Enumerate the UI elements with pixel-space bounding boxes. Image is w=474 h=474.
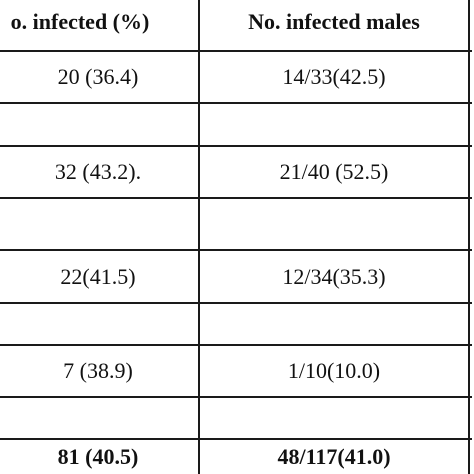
row-divider xyxy=(0,302,472,304)
table-right-border xyxy=(468,0,470,474)
cell-infected-males: 1/10(10.0) xyxy=(287,358,381,383)
cell-infected xyxy=(0,398,198,438)
cell-infected-males xyxy=(200,104,468,145)
cell-infected: 20 (36.4) xyxy=(57,64,139,89)
row-divider xyxy=(0,396,472,398)
cell-infected: 22(41.5) xyxy=(60,263,136,289)
row-divider xyxy=(0,102,472,104)
header-infected-males: No. infected males xyxy=(248,9,420,34)
header-divider xyxy=(0,50,472,52)
row-divider xyxy=(0,197,472,199)
cell-infected xyxy=(0,304,198,344)
cell-infected-males xyxy=(200,199,468,249)
total-infected-males: 48/117(41.0) xyxy=(277,444,391,469)
column-divider xyxy=(198,0,200,474)
total-divider xyxy=(0,438,472,440)
header-infected: o. infected (%) xyxy=(10,9,150,34)
row-divider xyxy=(0,344,472,346)
cell-infected-males: 14/33(42.5) xyxy=(282,64,386,89)
cell-infected: 7 (38.9) xyxy=(63,358,133,383)
cell-infected-males: 12/34(35.3) xyxy=(282,263,386,289)
row-divider xyxy=(0,249,472,251)
total-infected: 81 (40.5) xyxy=(57,444,139,469)
cell-infected xyxy=(0,104,198,145)
cell-infected xyxy=(0,199,198,249)
cell-infected-males: 21/40 (52.5) xyxy=(279,159,389,184)
row-divider xyxy=(0,145,472,147)
cell-infected-males xyxy=(200,398,468,438)
cell-infected: 32 (43.2). xyxy=(54,159,142,184)
cell-infected-males xyxy=(200,304,468,344)
